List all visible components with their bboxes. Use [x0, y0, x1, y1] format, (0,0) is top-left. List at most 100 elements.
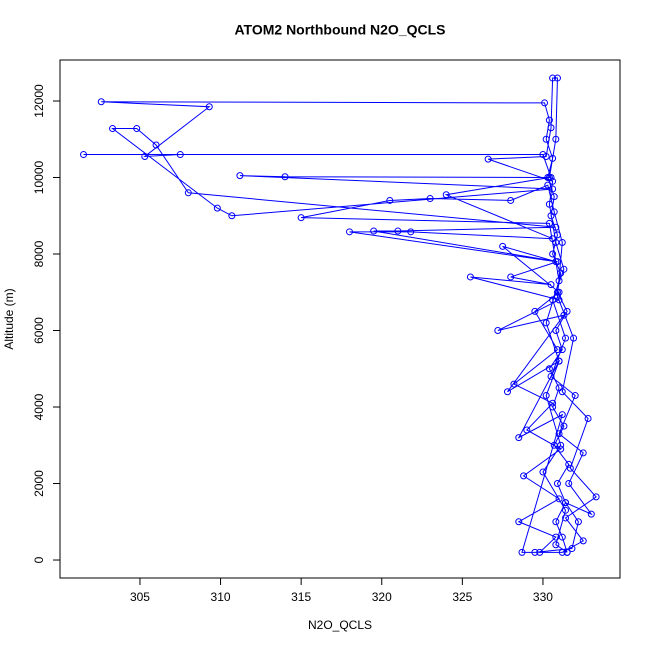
data-point	[549, 250, 557, 258]
data-point	[558, 239, 566, 247]
data-point	[553, 346, 561, 354]
data-point	[549, 403, 557, 411]
data-point	[507, 273, 515, 281]
x-tick-label: 310	[211, 590, 231, 604]
data-point	[426, 195, 434, 203]
data-point	[553, 74, 561, 82]
data-point	[560, 311, 568, 319]
data-point	[555, 288, 563, 296]
data-point	[507, 196, 515, 204]
data-point	[558, 548, 566, 556]
data-point	[557, 445, 565, 453]
data-point	[549, 235, 557, 243]
data-point	[386, 196, 394, 204]
x-tick-label: 315	[291, 590, 311, 604]
data-point	[547, 281, 555, 289]
data-point	[499, 242, 507, 250]
data-point	[557, 441, 565, 449]
data-point	[539, 468, 547, 476]
y-tick-label: 6000	[32, 317, 46, 344]
data-point	[213, 204, 221, 212]
data-point	[552, 518, 560, 526]
data-point	[545, 116, 553, 124]
data-point	[552, 533, 560, 541]
data-point	[133, 125, 141, 133]
data-point	[228, 212, 236, 220]
data-point	[542, 319, 550, 327]
data-point	[547, 124, 555, 132]
data-point	[552, 258, 560, 266]
data-point	[587, 510, 595, 518]
data-point	[579, 449, 587, 457]
data-point	[545, 365, 553, 373]
data-point	[558, 388, 566, 396]
data-point	[553, 231, 561, 239]
y-tick-label: 10000	[32, 161, 46, 195]
data-point	[549, 154, 557, 162]
data-point	[549, 399, 557, 407]
x-tick-label: 325	[452, 590, 472, 604]
data-point	[281, 173, 289, 181]
data-point	[536, 548, 544, 556]
x-tick-label: 330	[533, 590, 553, 604]
y-tick-label: 0	[32, 556, 46, 563]
data-point	[549, 74, 557, 82]
y-tick-label: 2000	[32, 470, 46, 497]
data-point	[346, 228, 354, 236]
data-point	[562, 514, 570, 522]
data-point	[520, 472, 528, 480]
data-point	[547, 372, 555, 380]
data-point	[555, 495, 563, 503]
data-point	[571, 392, 579, 400]
data-point	[563, 548, 571, 556]
data-point	[570, 334, 578, 342]
data-point	[297, 214, 305, 222]
y-tick-label: 8000	[32, 240, 46, 267]
data-point	[484, 155, 492, 163]
data-point	[562, 506, 570, 514]
chart-title: ATOM2 Northbound N2O_QCLS	[234, 22, 445, 38]
data-point	[555, 357, 563, 365]
x-tick-label: 320	[372, 590, 392, 604]
y-tick-label: 4000	[32, 393, 46, 420]
data-point	[518, 548, 526, 556]
data-point	[552, 327, 560, 335]
data-point	[503, 388, 511, 396]
data-point	[510, 380, 518, 388]
data-point	[562, 499, 570, 507]
data-point	[558, 346, 566, 354]
data-point	[560, 422, 568, 430]
data-point	[584, 414, 592, 422]
data-point	[531, 307, 539, 315]
data-point	[565, 480, 573, 488]
data-point	[523, 426, 531, 434]
data-line	[83, 77, 597, 553]
data-point	[560, 265, 568, 273]
data-point	[205, 103, 213, 111]
data-point	[515, 518, 523, 526]
data-point	[466, 273, 474, 281]
data-point	[545, 174, 553, 182]
data-point	[549, 185, 557, 193]
data-point	[553, 292, 561, 300]
data-point	[394, 227, 402, 235]
data-point	[544, 181, 552, 189]
data-point	[515, 434, 523, 442]
y-tick-label: 12000	[32, 84, 46, 118]
data-point	[550, 208, 558, 216]
data-point	[545, 219, 553, 227]
data-point	[552, 135, 560, 143]
data-point	[80, 151, 88, 159]
data-point	[545, 200, 553, 208]
data-point	[542, 135, 550, 143]
data-point	[141, 152, 149, 160]
y-axis-label: Altitude (m)	[2, 288, 16, 349]
data-point	[555, 430, 563, 438]
data-point	[442, 191, 450, 199]
data-point	[531, 548, 539, 556]
data-point	[552, 541, 560, 549]
data-point	[574, 518, 582, 526]
data-point	[592, 493, 600, 501]
data-point	[550, 193, 558, 201]
